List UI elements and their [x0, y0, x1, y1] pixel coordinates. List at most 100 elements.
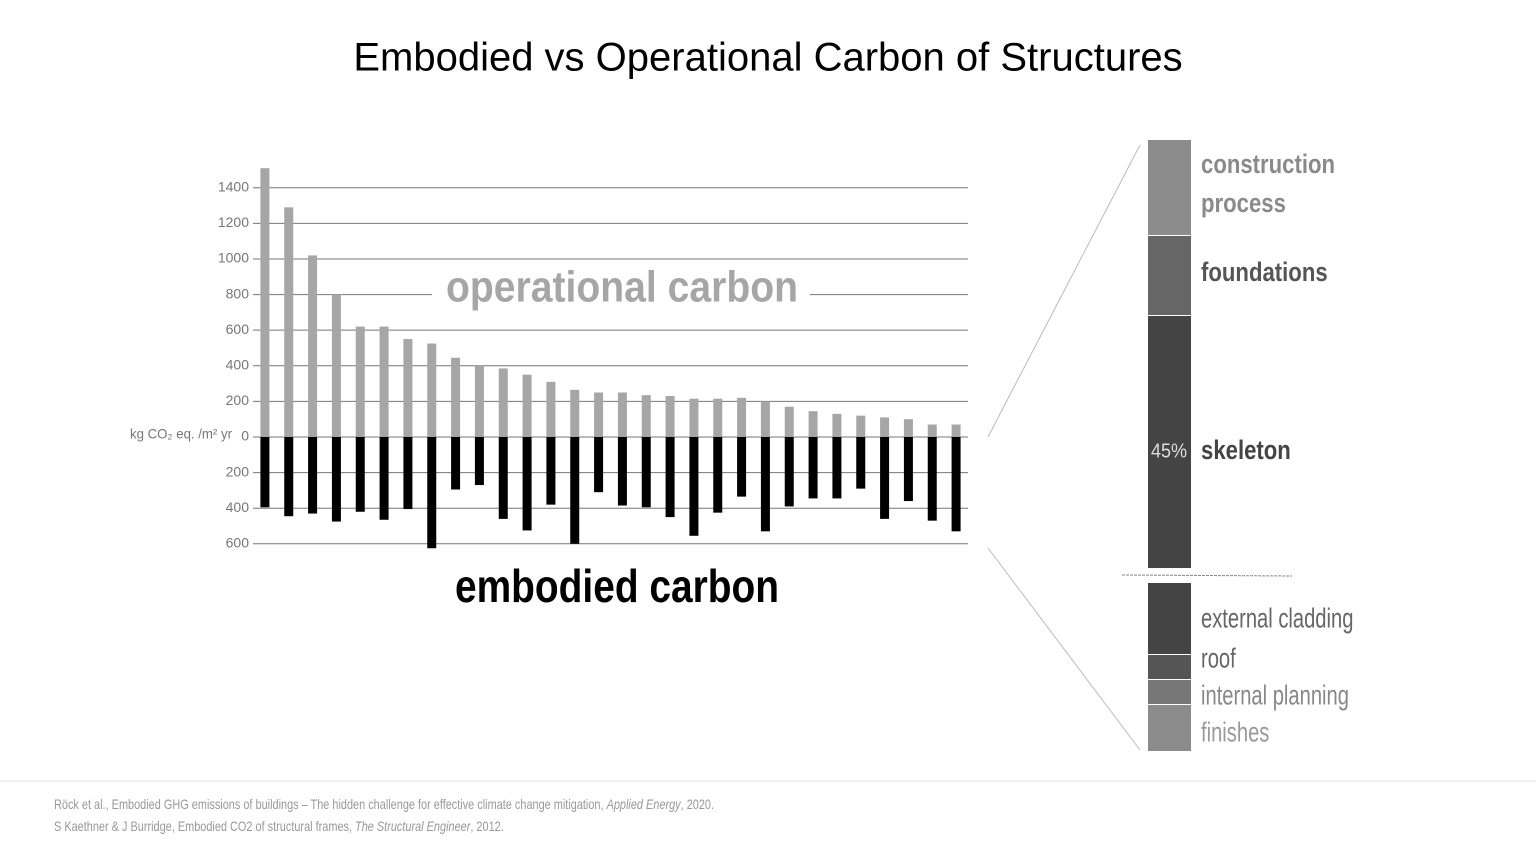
y-tick-label: 800: [226, 285, 250, 301]
bar: [522, 374, 532, 437]
bar: [617, 392, 627, 437]
bar: [784, 436, 794, 507]
bar: [880, 417, 890, 437]
bar: [903, 419, 913, 437]
bar: [808, 411, 818, 437]
segment-label: process: [1201, 188, 1286, 218]
bar: [665, 396, 675, 437]
bar: [665, 436, 675, 518]
segment-label: finishes: [1201, 716, 1269, 747]
y-tick-label: 400: [226, 499, 250, 515]
zoom-line: [987, 144, 1141, 438]
y-tick-label: 1400: [218, 178, 249, 194]
bar: [760, 401, 770, 437]
bar: [498, 368, 508, 437]
bar: [927, 424, 937, 437]
reference-part: Applied Energy: [606, 796, 682, 812]
bar: [260, 168, 270, 437]
bar: [856, 415, 866, 437]
bar: [927, 436, 937, 521]
bar: [594, 392, 604, 437]
bar: [880, 436, 890, 519]
segment-label: external cladding: [1201, 602, 1353, 633]
stack-segment: [1148, 583, 1191, 654]
y-tick-label: 200: [226, 463, 250, 479]
bar: [331, 294, 341, 437]
stack-segment: [1148, 316, 1191, 568]
label-backdrop: [432, 270, 810, 314]
bar: [308, 436, 318, 514]
bar: [641, 436, 651, 508]
bar: [451, 436, 461, 490]
reference-part: , 2012.: [470, 818, 503, 834]
bar: [355, 436, 365, 512]
bar: [832, 413, 842, 437]
bar: [546, 381, 556, 437]
bar: [284, 207, 294, 437]
y-tick-label: 1000: [218, 250, 249, 266]
y-tick-label: 0: [241, 428, 249, 444]
bar: [737, 397, 747, 437]
bar: [379, 326, 389, 437]
bar: [951, 436, 961, 532]
bar: [522, 436, 532, 531]
y-axis-label: kg CO₂ eq. /m² yr: [130, 426, 232, 442]
bar: [689, 398, 699, 437]
bar: [427, 436, 437, 549]
bar: [474, 436, 484, 486]
bar: [951, 424, 961, 437]
bar: [355, 326, 365, 437]
reference-part: , 2020.: [681, 796, 714, 812]
reference-part: The Structural Engineer: [355, 818, 471, 834]
bar: [737, 436, 747, 497]
bar: [570, 389, 580, 437]
bar: [903, 436, 913, 502]
bar: [427, 343, 437, 437]
segment-label: foundations: [1201, 257, 1328, 287]
bar: [308, 255, 318, 437]
stack-segment: [1148, 705, 1191, 751]
reference-part: Röck et al., Embodied GHG emissions of b…: [54, 796, 607, 812]
slide-title: Embodied vs Operational Carbon of Struct…: [353, 36, 1182, 80]
bar: [570, 436, 580, 544]
annotation: embodied carbon: [455, 560, 779, 612]
bar: [808, 436, 818, 499]
y-tick-label: 1200: [218, 214, 249, 230]
bar: [498, 436, 508, 519]
bar: [403, 436, 413, 510]
bar: [474, 365, 484, 437]
bar: [689, 436, 699, 536]
stack-segment: [1148, 140, 1191, 235]
stack-segment: [1148, 680, 1191, 704]
bar: [331, 436, 341, 522]
reference: S Kaethner & J Burridge, Embodied CO2 of…: [54, 818, 504, 834]
bar: [379, 436, 389, 520]
bar: [546, 436, 556, 505]
bar: [832, 436, 842, 499]
stack-segment: [1148, 655, 1191, 679]
bar: [284, 436, 294, 517]
bar: [594, 436, 604, 493]
bar: [713, 398, 723, 437]
bar: [760, 436, 770, 532]
bar: [713, 436, 723, 513]
annotation: operational carbon: [446, 263, 798, 312]
y-tick-label: 600: [226, 321, 250, 337]
segment-label: roof: [1201, 642, 1236, 673]
reference: Röck et al., Embodied GHG emissions of b…: [54, 796, 714, 812]
segment-label: construction: [1201, 149, 1335, 179]
bar: [641, 395, 651, 437]
stack-segment: [1148, 236, 1191, 315]
y-tick-label: 600: [226, 535, 250, 551]
share-label: 45%: [1151, 440, 1187, 462]
segment-label: internal planning: [1201, 679, 1349, 710]
bar: [617, 436, 627, 506]
reference-part: S Kaethner & J Burridge, Embodied CO2 of…: [54, 818, 355, 834]
bar: [403, 339, 413, 437]
bar: [260, 436, 270, 508]
y-tick-label: 400: [226, 356, 250, 372]
zoom-line: [987, 547, 1141, 751]
bar: [856, 436, 866, 489]
bar: [784, 406, 794, 437]
